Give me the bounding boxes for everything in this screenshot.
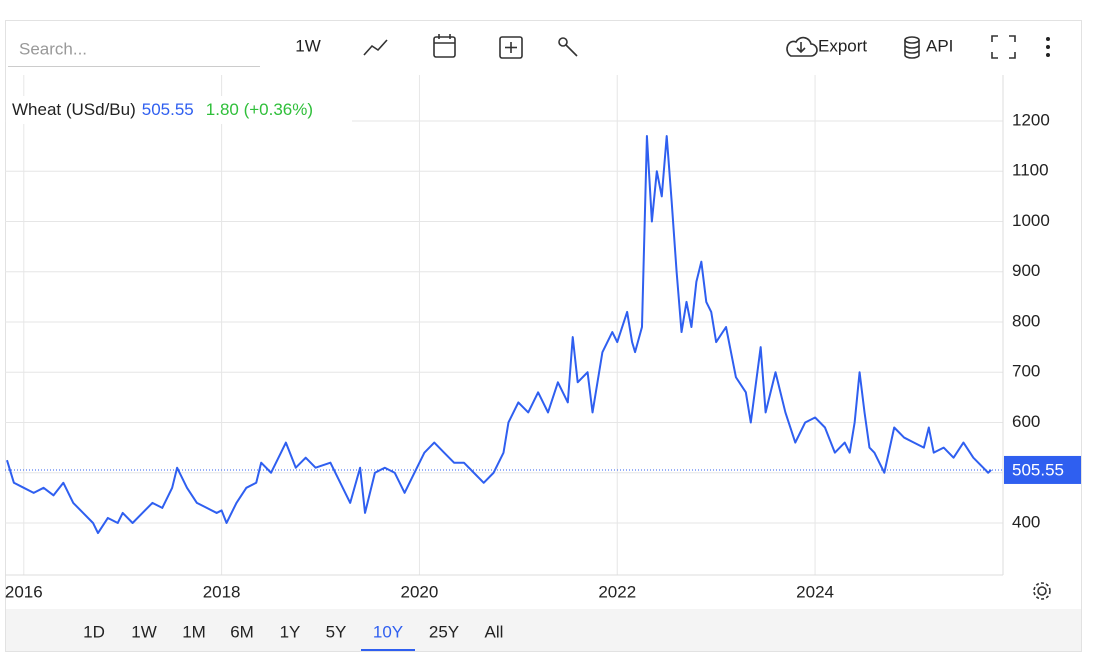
x-tick-label: 2024 xyxy=(796,582,834,601)
y-tick-label: 1000 xyxy=(1012,211,1050,230)
range-button[interactable]: 1D xyxy=(83,622,105,641)
calendar-icon[interactable] xyxy=(433,34,456,58)
range-button[interactable]: 6M xyxy=(230,622,254,641)
chart-type-icon[interactable] xyxy=(363,39,388,56)
x-tick-label: 2016 xyxy=(5,582,43,601)
plot: 4005006007008009001000110012002016201820… xyxy=(5,75,1081,601)
chart-settings-icon[interactable] xyxy=(1033,582,1051,600)
last-value-box xyxy=(1004,455,1081,484)
y-tick-label: 600 xyxy=(1012,412,1040,431)
x-tick-label: 2018 xyxy=(203,582,241,601)
search-box[interactable]: Search... xyxy=(19,39,87,58)
api-icon[interactable] xyxy=(904,36,920,59)
export-icon[interactable] xyxy=(786,36,818,57)
range-buttons: 1D 1W 1M 6M 1Y 5Y 10Y 25Y All xyxy=(83,622,504,651)
interval-button[interactable]: 1W xyxy=(295,36,321,55)
y-tick-label: 1100 xyxy=(1012,161,1049,180)
series-name: Wheat (USd/Bu) xyxy=(12,100,136,119)
range-button[interactable]: All xyxy=(485,622,504,641)
y-tick-label: 1200 xyxy=(1012,110,1050,129)
range-button[interactable]: 1M xyxy=(182,622,206,641)
range-button[interactable]: 1W xyxy=(131,622,157,641)
fullscreen-icon[interactable] xyxy=(991,35,1016,59)
legend-bg xyxy=(6,96,352,124)
menu-icon[interactable] xyxy=(1046,37,1050,57)
y-tick-label: 700 xyxy=(1012,362,1040,381)
last-value: 505.55 xyxy=(142,100,194,119)
range-bar xyxy=(6,609,1081,651)
range-button[interactable]: 25Y xyxy=(429,622,459,641)
compare-icon[interactable] xyxy=(499,36,523,59)
y-tick-label: 900 xyxy=(1012,261,1040,280)
y-tick-label: 800 xyxy=(1012,311,1040,330)
range-button[interactable]: 10Y xyxy=(373,622,403,641)
change: 1.80 (+0.36%) xyxy=(206,100,313,119)
x-tick-label: 2022 xyxy=(598,582,636,601)
range-button[interactable]: 1Y xyxy=(280,622,301,641)
legend: Wheat (USd/Bu) 505.55 1.80 (+0.36%) xyxy=(12,100,313,119)
price-line xyxy=(6,135,992,535)
range-button[interactable]: 5Y xyxy=(326,622,347,641)
export-button[interactable]: Export xyxy=(818,36,867,55)
panel xyxy=(5,20,1082,652)
settings-wrench-icon[interactable] xyxy=(558,37,578,57)
last-value-label: 505.55 xyxy=(1012,460,1064,479)
y-tick-label: 400 xyxy=(1012,512,1040,531)
x-tick-label: 2020 xyxy=(401,582,439,601)
api-button[interactable]: API xyxy=(926,36,953,55)
